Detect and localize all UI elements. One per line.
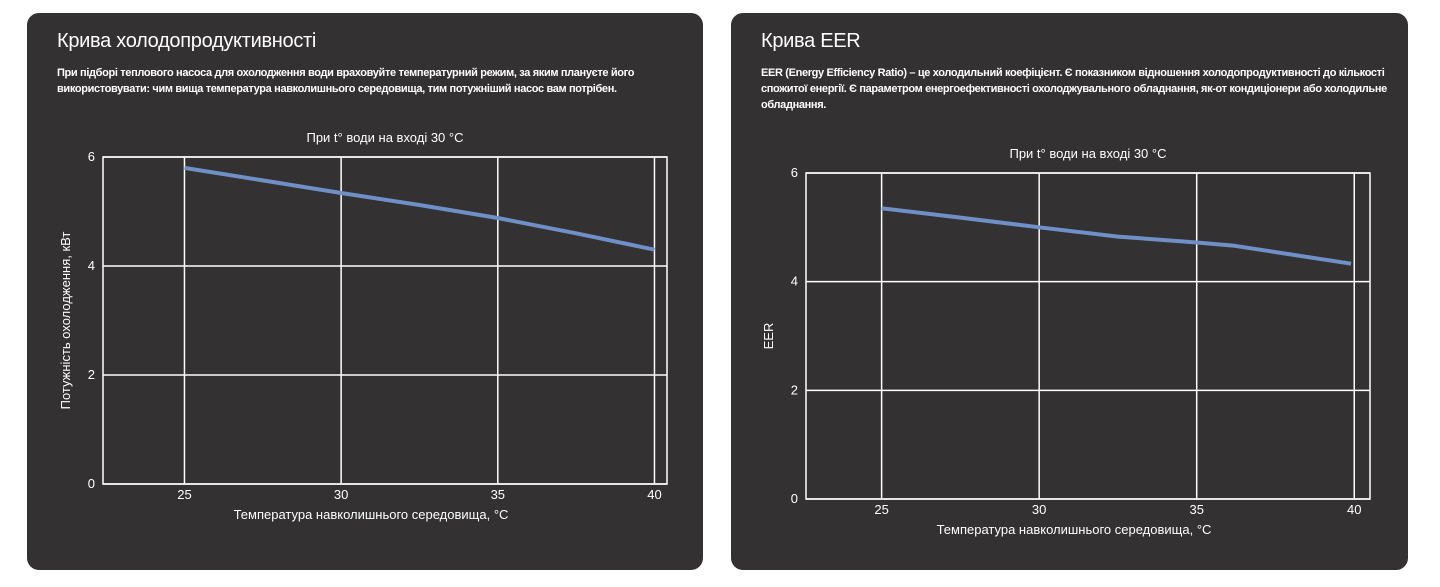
x-tick-label: 35	[491, 487, 505, 502]
eer-chart: 0 2 4 6 25 30 35 40 При t° води на вході 30 °C Те…	[761, 146, 1371, 537]
x-tick-label: 30	[1032, 502, 1046, 517]
plot-frame	[805, 172, 1371, 500]
x-tick-label: 40	[1347, 502, 1361, 517]
chart-title: При t° води на вході 30 °C	[306, 130, 463, 145]
y-tick-label: 2	[791, 382, 798, 397]
y-tick-label: 0	[791, 491, 798, 506]
card-description: При підборі теплового насоса для охолодж…	[57, 67, 635, 95]
x-tick-label: 25	[874, 502, 888, 517]
x-axis-label: Температура навколишнього середовища, °C	[234, 507, 509, 522]
y-tick-label: 2	[88, 367, 95, 382]
card-title: Крива EER	[761, 30, 861, 52]
x-tick-label: 25	[177, 487, 191, 502]
cooling-capacity-card: Крива холодопродуктивності При підборі т…	[27, 13, 703, 570]
x-tick-label: 30	[334, 487, 348, 502]
x-tick-label: 40	[647, 487, 661, 502]
cooling-capacity-chart: 0 2 4 6 25 30 35 40 При t° води на вході 30 °C Те…	[58, 130, 668, 522]
series-line	[881, 206, 1352, 266]
y-tick-label: 6	[791, 165, 798, 180]
plot-frame	[102, 156, 668, 485]
y-axis-label: Потужність охолодження, кВт	[58, 232, 73, 410]
y-axis-label: EER	[761, 323, 776, 350]
y-tick-label: 0	[88, 476, 95, 491]
eer-card: Крива EER EER (Energy Efficiency Ratio) …	[731, 13, 1408, 570]
card-description: EER (Energy Efficiency Ratio) – це холод…	[761, 67, 1387, 111]
x-axis-label: Температура навколишнього середовища, °C	[937, 522, 1212, 537]
y-tick-label: 4	[88, 258, 95, 273]
y-tick-label: 6	[88, 149, 95, 164]
chart-title: При t° води на вході 30 °C	[1009, 146, 1166, 161]
card-title: Крива холодопродуктивності	[57, 30, 317, 52]
y-tick-label: 4	[791, 274, 798, 289]
series-line	[184, 165, 655, 252]
x-tick-label: 35	[1189, 502, 1203, 517]
